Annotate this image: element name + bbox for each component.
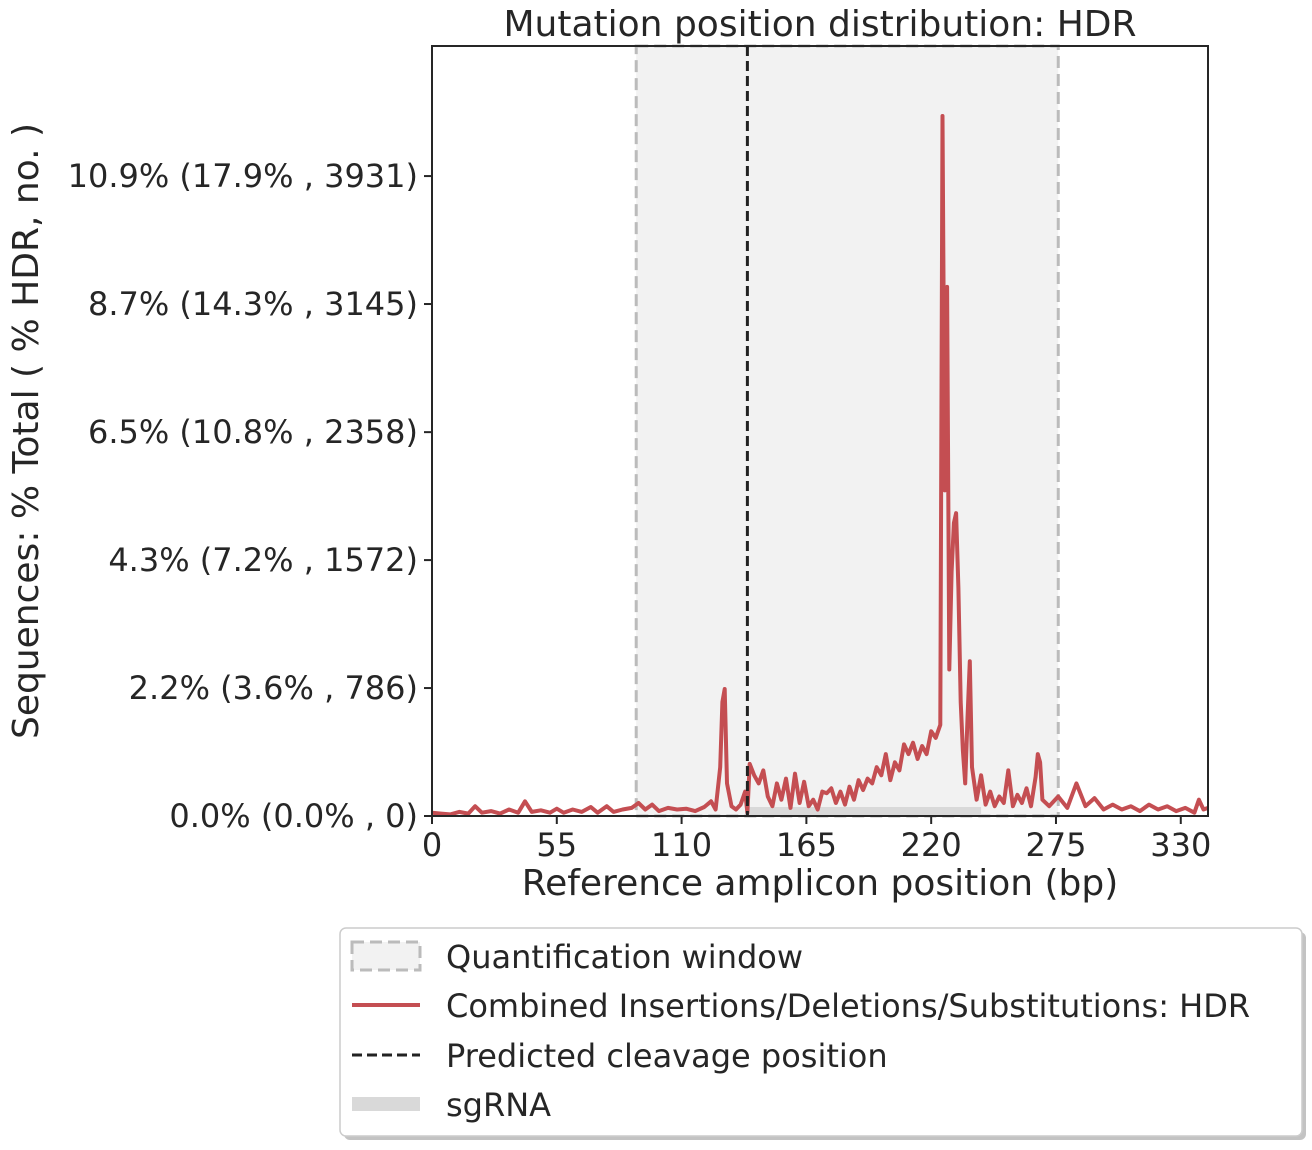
x-tick-label: 165 bbox=[776, 826, 837, 864]
legend-label: sgRNA bbox=[446, 1086, 551, 1124]
x-tick-label: 55 bbox=[536, 826, 577, 864]
legend-label: Predicted cleavage position bbox=[446, 1037, 888, 1075]
legend-label: Combined Insertions/Deletions/Substituti… bbox=[446, 987, 1250, 1025]
y-tick-label: 10.9% (17.9% , 3931) bbox=[68, 157, 418, 195]
data-line bbox=[431, 114, 1209, 817]
chart-title: Mutation position distribution: HDR bbox=[503, 4, 1136, 45]
legend-label: Quantification window bbox=[446, 938, 803, 976]
plot-area: 0 55 110 165 220 275 330 0.0% (0.0% , 0) 2.2% (3… bbox=[68, 44, 1211, 864]
x-tick-label: 220 bbox=[901, 826, 962, 864]
y-axis-label: Sequences: % Total ( % HDR, no. ) bbox=[6, 123, 47, 739]
x-axis-label: Reference amplicon position (bp) bbox=[522, 863, 1119, 904]
y-tick-label: 4.3% (7.2% , 1572) bbox=[108, 541, 418, 579]
sgrna-bar bbox=[745, 807, 982, 816]
y-tick-label: 8.7% (14.3% , 3145) bbox=[88, 285, 418, 323]
y-tick-label: 6.5% (10.8% , 2358) bbox=[88, 413, 418, 451]
y-tick-label: 2.2% (3.6% , 786) bbox=[129, 669, 418, 707]
legend-swatch bbox=[350, 940, 422, 972]
quantification-window bbox=[634, 44, 1060, 818]
legend-entries: Quantification window Combined Insertions… bbox=[350, 938, 1250, 1124]
x-tick-label: 275 bbox=[1025, 826, 1086, 864]
x-tick-label: 330 bbox=[1150, 826, 1211, 864]
y-tick-label: 0.0% (0.0% , 0) bbox=[169, 797, 418, 835]
plot-frame bbox=[431, 45, 1209, 817]
x-tick-label: 0 bbox=[422, 826, 442, 864]
legend bbox=[339, 927, 1303, 1137]
x-tick-label: 110 bbox=[651, 826, 712, 864]
